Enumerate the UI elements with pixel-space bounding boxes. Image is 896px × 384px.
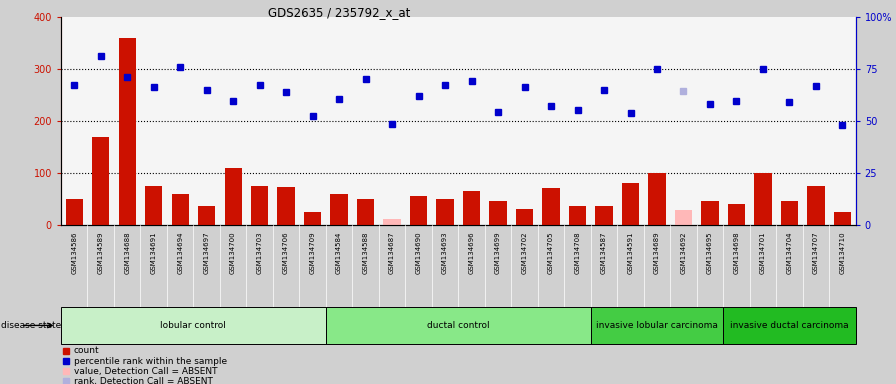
Bar bbox=[383, 220, 401, 225]
Text: GSM134691: GSM134691 bbox=[151, 231, 157, 274]
Text: value, Detection Call = ABSENT: value, Detection Call = ABSENT bbox=[73, 367, 218, 376]
Bar bbox=[278, 187, 295, 225]
Text: GSM134588: GSM134588 bbox=[363, 231, 368, 274]
Text: GSM134694: GSM134694 bbox=[177, 231, 183, 274]
Bar bbox=[118, 38, 136, 225]
Text: GSM134699: GSM134699 bbox=[495, 231, 501, 274]
Bar bbox=[65, 199, 82, 225]
Text: GSM134584: GSM134584 bbox=[336, 231, 342, 274]
Text: GSM134591: GSM134591 bbox=[627, 231, 633, 274]
Bar bbox=[463, 191, 480, 225]
Text: GSM134710: GSM134710 bbox=[840, 231, 846, 274]
Text: GSM134688: GSM134688 bbox=[125, 231, 130, 274]
Text: GSM134701: GSM134701 bbox=[760, 231, 766, 274]
Bar bbox=[542, 189, 560, 225]
Text: rank, Detection Call = ABSENT: rank, Detection Call = ABSENT bbox=[73, 377, 212, 384]
Text: GSM134693: GSM134693 bbox=[442, 231, 448, 274]
Bar bbox=[590, 307, 723, 344]
Text: GSM134703: GSM134703 bbox=[256, 231, 263, 274]
Bar bbox=[61, 307, 326, 344]
Bar bbox=[92, 137, 109, 225]
Bar bbox=[728, 204, 745, 225]
Bar bbox=[702, 201, 719, 225]
Text: GSM134706: GSM134706 bbox=[283, 231, 289, 274]
Bar bbox=[516, 209, 533, 225]
Text: GSM134697: GSM134697 bbox=[203, 231, 210, 274]
Text: GSM134702: GSM134702 bbox=[521, 231, 528, 274]
Bar bbox=[326, 307, 590, 344]
Bar bbox=[171, 194, 189, 225]
Text: GSM134704: GSM134704 bbox=[787, 231, 792, 274]
Text: GSM134696: GSM134696 bbox=[469, 231, 475, 274]
Text: disease state: disease state bbox=[1, 321, 61, 330]
Bar bbox=[780, 201, 798, 225]
Bar bbox=[198, 207, 215, 225]
Bar bbox=[251, 186, 268, 225]
Text: GSM134698: GSM134698 bbox=[734, 231, 739, 274]
Bar bbox=[622, 183, 639, 225]
Text: GSM134586: GSM134586 bbox=[71, 231, 77, 274]
Text: GSM134700: GSM134700 bbox=[230, 231, 237, 274]
Text: invasive ductal carcinoma: invasive ductal carcinoma bbox=[730, 321, 849, 330]
Bar bbox=[723, 307, 856, 344]
Text: GSM134708: GSM134708 bbox=[574, 231, 581, 274]
Bar bbox=[807, 186, 824, 225]
Bar bbox=[675, 210, 692, 225]
Bar bbox=[304, 212, 321, 225]
Text: GSM134690: GSM134690 bbox=[416, 231, 421, 274]
Text: GSM134589: GSM134589 bbox=[98, 231, 104, 274]
Bar bbox=[145, 186, 162, 225]
Bar bbox=[569, 207, 586, 225]
Bar bbox=[436, 199, 453, 225]
Bar bbox=[834, 212, 851, 225]
Text: GDS2635 / 235792_x_at: GDS2635 / 235792_x_at bbox=[268, 6, 410, 19]
Bar bbox=[225, 168, 242, 225]
Bar bbox=[649, 173, 666, 225]
Bar bbox=[410, 196, 427, 225]
Bar bbox=[596, 207, 613, 225]
Bar bbox=[331, 194, 348, 225]
Text: count: count bbox=[73, 346, 99, 356]
Text: GSM134705: GSM134705 bbox=[548, 231, 554, 274]
Bar bbox=[357, 199, 375, 225]
Bar bbox=[489, 201, 506, 225]
Text: GSM134587: GSM134587 bbox=[601, 231, 607, 274]
Text: GSM134689: GSM134689 bbox=[654, 231, 660, 274]
Text: GSM134695: GSM134695 bbox=[707, 231, 713, 274]
Text: GSM134707: GSM134707 bbox=[813, 231, 819, 274]
Bar bbox=[754, 173, 771, 225]
Text: percentile rank within the sample: percentile rank within the sample bbox=[73, 356, 227, 366]
Text: ductal control: ductal control bbox=[427, 321, 489, 330]
Text: GSM134709: GSM134709 bbox=[310, 231, 315, 274]
Text: invasive lobular carcinoma: invasive lobular carcinoma bbox=[596, 321, 718, 330]
Text: GSM134692: GSM134692 bbox=[680, 231, 686, 274]
Text: GSM134687: GSM134687 bbox=[389, 231, 395, 274]
Text: lobular control: lobular control bbox=[160, 321, 227, 330]
